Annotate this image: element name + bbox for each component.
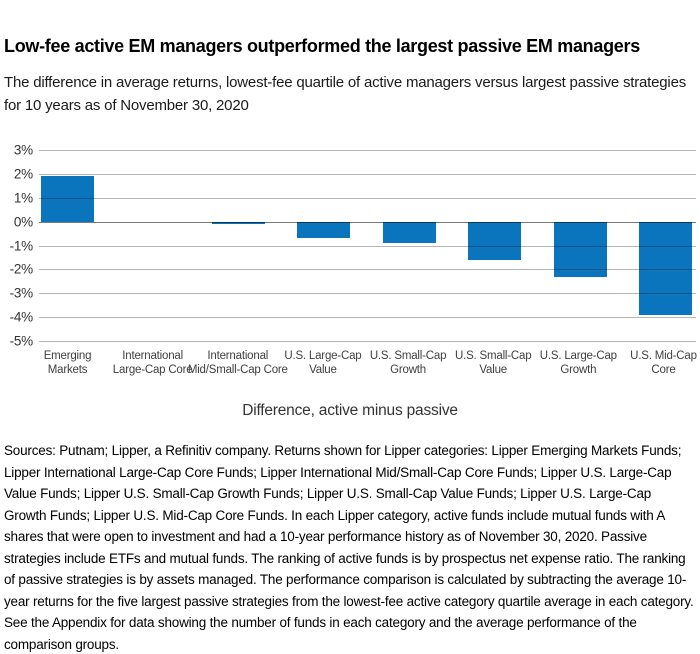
- category-label-slot: U.S. Small-Cap Growth: [370, 349, 447, 379]
- category-label-slot: Emerging Markets: [41, 349, 94, 379]
- y-axis-tick-label: -5%: [9, 333, 34, 349]
- bar-series: [41, 150, 692, 341]
- bar-chart: Emerging Markets International Large-Cap Co…: [4, 143, 697, 420]
- category-label-slot: U.S. Small-Cap Value: [455, 349, 532, 379]
- category-label-slot: International Mid/Small-Cap Core: [188, 349, 288, 379]
- category-label-slot: U.S. Large-Cap Growth: [540, 349, 617, 379]
- gridline: [39, 150, 696, 151]
- category-label: U.S. Mid-Cap Core: [607, 349, 700, 377]
- category-label-line: U.S. Large-Cap: [284, 350, 362, 362]
- bar: [638, 221, 692, 315]
- bar-slot: [638, 150, 692, 341]
- gridline: [39, 317, 696, 319]
- category-label: U.S. Small-Cap Value: [437, 349, 549, 377]
- category-label-slot: International Large-Cap Core: [113, 349, 193, 379]
- bar: [297, 221, 351, 239]
- y-axis-tick-label: -3%: [9, 285, 34, 301]
- category-label-line: International: [122, 350, 183, 362]
- bar-slot: [553, 150, 607, 341]
- x-axis-title: Difference, active minus passive: [242, 402, 458, 419]
- category-label: International Large-Cap Core: [97, 349, 209, 377]
- y-axis-tick-label: 3%: [13, 142, 33, 158]
- category-label-slot: U.S. Mid-Cap Core: [630, 349, 697, 379]
- bar-slot: [468, 150, 522, 341]
- category-label-line: Mid/Small-Cap Core: [187, 364, 288, 376]
- bar: [41, 176, 94, 222]
- bar: [553, 221, 607, 277]
- category-label: U.S. Small-Cap Growth: [352, 349, 464, 377]
- category-label: U.S. Large-Cap Value: [267, 349, 379, 377]
- category-label-line: U.S. Large-Cap: [539, 350, 617, 362]
- category-label-line: U.S. Small-Cap: [369, 350, 447, 362]
- category-label-line: Large-Cap Core: [112, 364, 193, 376]
- category-label-line: U.S. Small-Cap: [454, 350, 532, 362]
- bar-slot: [297, 150, 351, 341]
- category-label: Emerging Markets: [12, 349, 124, 377]
- page-title: Low-fee active EM managers outperformed …: [4, 36, 640, 56]
- category-label: International Mid/Small-Cap Core: [182, 349, 294, 377]
- bar: [468, 221, 522, 260]
- category-label-line: Value: [309, 364, 337, 376]
- gridline: [39, 197, 696, 199]
- gridline: [39, 293, 696, 295]
- gridline: [39, 341, 696, 342]
- category-label-line: Growth: [560, 364, 597, 376]
- zero-gridline: [39, 221, 696, 223]
- category-label-line: Growth: [390, 364, 426, 376]
- category-label-line: Value: [479, 364, 507, 376]
- bar-slot: [211, 150, 265, 341]
- gridline: [39, 245, 696, 247]
- y-axis-tick-label: -1%: [9, 237, 34, 253]
- category-label-slot: U.S. Large-Cap Value: [284, 349, 361, 379]
- chart-subtitle: The difference in average returns, lowes…: [4, 74, 687, 114]
- category-label-line: U.S. Mid-Cap: [630, 350, 697, 362]
- category-label-line: Markets: [47, 364, 88, 376]
- category-label-line: International: [207, 350, 269, 362]
- gridline: [39, 269, 696, 271]
- y-axis-tick-label: 2%: [13, 166, 33, 182]
- y-axis-tick-label: -4%: [9, 309, 34, 325]
- category-label-line: Emerging: [43, 350, 92, 362]
- x-axis-category-labels: Emerging Markets International Large-Cap Co…: [41, 349, 697, 379]
- plot-area: [39, 150, 696, 342]
- bar-slot: [41, 150, 94, 341]
- y-axis-tick-label: -2%: [9, 261, 34, 277]
- source-note: Sources: Putnam; Lipper, a Refinitiv com…: [4, 443, 694, 652]
- category-label-line: Core: [651, 364, 676, 376]
- bar-slot: [382, 150, 436, 341]
- bar: [382, 221, 436, 244]
- y-axis-tick-label: 1%: [13, 190, 33, 205]
- gridline: [39, 173, 696, 175]
- bar: [211, 221, 265, 224]
- category-label: U.S. Large-Cap Growth: [522, 349, 634, 377]
- y-axis-tick-label: 0%: [13, 213, 33, 229]
